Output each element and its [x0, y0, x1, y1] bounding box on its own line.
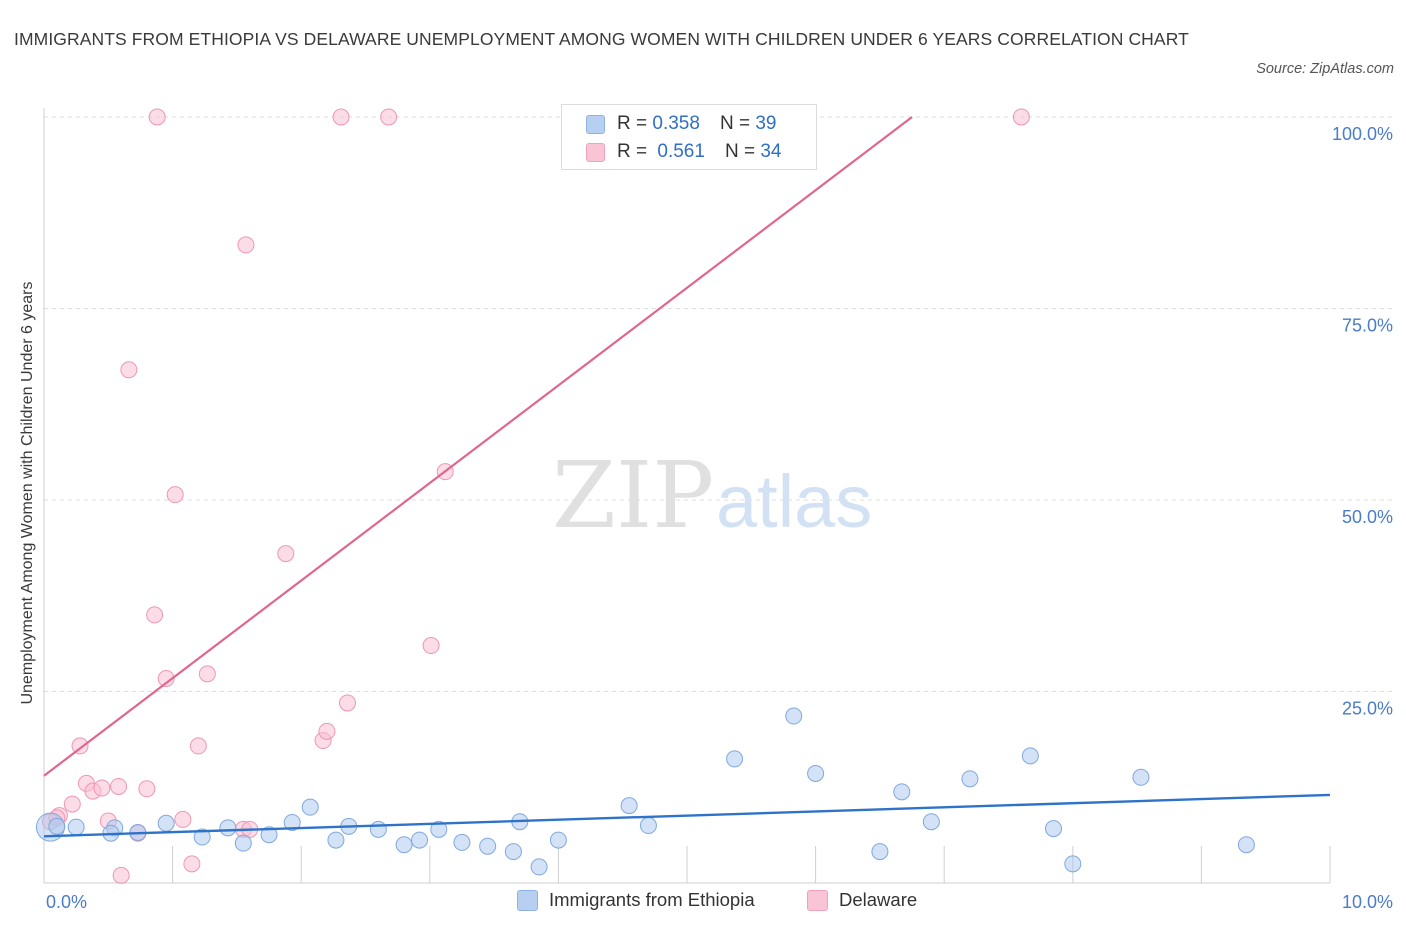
stats-legend: R = 0.358 N = 39 R = 0.561 N = 34 [561, 104, 817, 170]
legend-item-delaware: Delaware [807, 889, 917, 911]
legend-n-value: 34 [760, 141, 782, 162]
ethiopia-point [530, 858, 548, 876]
ethiopia-points [35, 707, 1255, 876]
ethiopia-point [219, 819, 237, 837]
delaware-point [183, 855, 201, 873]
legend-r-label: R = [617, 141, 648, 162]
delaware-point [138, 780, 156, 798]
ethiopia-point [807, 764, 825, 782]
ethiopia-point [327, 831, 345, 849]
ethiopia-point [157, 814, 175, 832]
tick-labels: 100.0% 75.0% 50.0% 25.0% 0.0% 10.0% [46, 124, 1393, 912]
delaware-point [120, 361, 138, 379]
ethiopia-point [479, 837, 497, 855]
delaware-point [380, 108, 398, 126]
y-tick-label: 100.0% [1332, 124, 1393, 144]
y-tick-label: 50.0% [1342, 507, 1393, 527]
x-tick-label: 10.0% [1342, 892, 1393, 912]
series-legend: Immigrants from Ethiopia Delaware [0, 889, 1406, 915]
delaware-point [146, 606, 164, 624]
ethiopia-point [1045, 820, 1063, 838]
legend-row-ethiopia: R = 0.358 N = 39 [586, 112, 776, 136]
delaware-point [198, 665, 216, 683]
ethiopia-point [639, 817, 657, 835]
legend-n-label: N = [724, 141, 756, 162]
delaware-point [1012, 108, 1030, 126]
grid-lines [44, 116, 1393, 692]
delaware-point [148, 108, 166, 126]
ethiopia-point [430, 820, 448, 838]
y-tick-label: 25.0% [1342, 699, 1393, 719]
legend-label-delaware: Delaware [839, 889, 918, 910]
x-tick-label: 0.0% [46, 892, 87, 912]
watermark: ZIP atlas [552, 442, 872, 549]
chart-title: IMMIGRANTS FROM ETHIOPIA VS DELAWARE UNE… [14, 29, 1189, 49]
ethiopia-point [67, 818, 85, 836]
delaware-point [422, 637, 440, 655]
legend-label-ethiopia: Immigrants from Ethiopia [549, 889, 755, 910]
ethiopia-point [1237, 836, 1255, 854]
ethiopia-point [395, 836, 413, 854]
y-tick-label: 75.0% [1342, 316, 1393, 336]
delaware-point [157, 669, 175, 687]
watermark-zip: ZIP [552, 442, 714, 549]
delaware-point [174, 810, 192, 828]
ethiopia-point [726, 750, 744, 768]
ethiopia-point [453, 833, 471, 851]
legend-r-value: 0.358 [652, 113, 700, 134]
legend-n-label: N = [719, 113, 751, 134]
source-credit: Source: ZipAtlas.com [1256, 61, 1394, 77]
delaware-point [318, 722, 336, 740]
delaware-trend-line [43, 116, 913, 777]
ethiopia-point [411, 831, 429, 849]
ethiopia-point [893, 783, 911, 801]
ethiopia-point [1064, 855, 1082, 873]
legend-swatch-ethiopia [517, 889, 538, 911]
trend-lines [43, 116, 1331, 838]
delaware-point [93, 779, 111, 797]
legend-swatch-delaware [586, 142, 605, 162]
ethiopia-point [871, 843, 889, 861]
delaware-point [237, 236, 255, 254]
ethiopia-trend-line [43, 793, 1331, 838]
ethiopia-point [549, 831, 567, 849]
delaware-point [332, 108, 350, 126]
delaware-point [71, 737, 89, 755]
delaware-point [166, 486, 184, 504]
watermark-atlas: atlas [716, 460, 872, 543]
ethiopia-point [369, 820, 387, 838]
ethiopia-point [961, 770, 979, 788]
ethiopia-point [260, 826, 278, 844]
legend-r-value: 0.561 [657, 141, 705, 162]
legend-n-value: 39 [755, 113, 777, 134]
ethiopia-point [283, 813, 301, 831]
delaware-points [41, 108, 1030, 884]
legend-swatch-ethiopia [586, 114, 605, 134]
ethiopia-point [504, 843, 522, 861]
delaware-point [277, 545, 295, 563]
delaware-point [63, 795, 81, 813]
delaware-point [189, 737, 207, 755]
ethiopia-point [785, 707, 803, 725]
ethiopia-point [48, 817, 66, 835]
ethiopia-point [301, 798, 319, 816]
legend-r-label: R = [617, 113, 648, 134]
legend-item-ethiopia: Immigrants from Ethiopia [517, 889, 755, 911]
delaware-point [338, 694, 356, 712]
ethiopia-point [1132, 768, 1150, 786]
axes [43, 108, 1331, 884]
delaware-point [112, 866, 130, 884]
delaware-point [110, 777, 128, 795]
ethiopia-point [193, 828, 211, 846]
legend-swatch-delaware [807, 889, 828, 911]
ethiopia-point [234, 834, 252, 852]
ethiopia-point [620, 797, 638, 815]
legend-row-delaware: R = 0.561 N = 34 [586, 140, 781, 164]
ethiopia-point [1021, 747, 1039, 765]
ethiopia-point [922, 813, 940, 831]
